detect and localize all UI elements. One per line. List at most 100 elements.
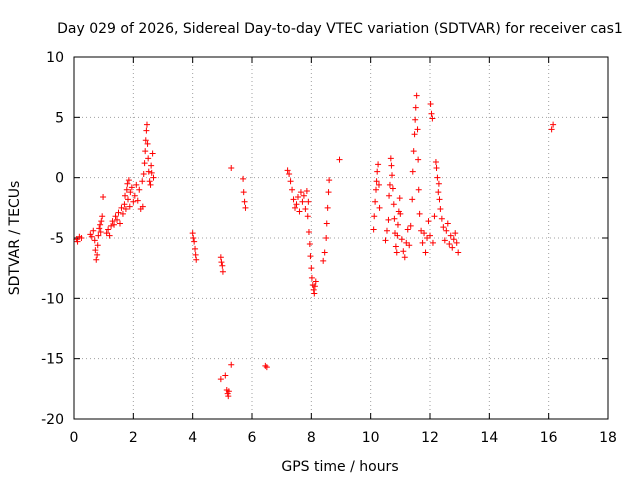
data-point (449, 244, 456, 251)
y-tick-label: 0 (55, 171, 64, 187)
data-point (123, 186, 130, 193)
data-point (286, 171, 293, 178)
data-point (376, 204, 383, 211)
data-point (290, 196, 297, 203)
data-point (550, 121, 557, 128)
data-point (94, 242, 101, 249)
data-point (191, 238, 198, 245)
data-point (134, 197, 141, 204)
data-point (435, 180, 442, 187)
data-point (139, 178, 146, 185)
data-point (93, 256, 100, 263)
data-point (145, 155, 152, 162)
data-point (310, 286, 317, 293)
data-point (306, 241, 313, 248)
data-point (385, 216, 392, 223)
data-point (389, 185, 396, 192)
data-point (287, 178, 294, 185)
y-tick-label: 10 (46, 50, 64, 66)
data-point (321, 249, 328, 256)
data-point (302, 206, 309, 213)
data-point (411, 131, 418, 138)
data-point (412, 116, 419, 123)
data-point (97, 228, 104, 235)
data-point (144, 140, 151, 147)
data-point (429, 239, 436, 246)
x-tick-label: 8 (307, 430, 316, 446)
data-point (114, 216, 121, 223)
x-tick-label: 14 (480, 430, 498, 446)
x-axis-label: GPS time / hours (281, 459, 398, 475)
data-point (435, 189, 442, 196)
data-point (242, 204, 249, 211)
data-point (128, 184, 135, 191)
data-point (112, 213, 119, 220)
data-point (263, 364, 270, 371)
data-point (118, 204, 125, 211)
data-point (447, 232, 454, 239)
data-point (383, 227, 390, 234)
data-point (370, 226, 377, 233)
data-point (228, 165, 235, 172)
data-point (390, 201, 397, 208)
data-point (111, 221, 118, 228)
data-point (374, 168, 381, 175)
data-point (289, 186, 296, 193)
data-point (431, 213, 438, 220)
y-tick-label: 5 (55, 110, 64, 126)
data-point (219, 268, 226, 275)
y-axis-label: SDTVAR / TECUs (7, 181, 23, 296)
data-point (108, 222, 115, 229)
data-point (443, 227, 450, 234)
data-point (293, 201, 300, 208)
x-tick-label: 2 (129, 430, 138, 446)
chart-title: Day 029 of 2026, Sidereal Day-to-day VTE… (57, 21, 623, 37)
data-point (400, 248, 407, 255)
x-tick-label: 10 (362, 430, 380, 446)
data-point (189, 230, 196, 237)
y-tick-labels: -20 -15 -10 -5 0 5 10 (41, 50, 64, 428)
data-point (453, 239, 460, 246)
data-point (217, 254, 224, 261)
data-point (422, 249, 429, 256)
data-point (396, 195, 403, 202)
data-point (433, 165, 440, 172)
data-point (305, 198, 312, 205)
data-point (131, 192, 138, 199)
data-point (218, 259, 225, 266)
data-point (444, 220, 451, 227)
data-point (373, 186, 380, 193)
data-point (78, 235, 85, 241)
data-point (217, 376, 224, 383)
data-point (124, 180, 131, 187)
data-point (429, 115, 436, 122)
data-point (311, 290, 318, 297)
data-point (450, 236, 457, 243)
data-point (143, 127, 150, 134)
data-point (425, 218, 432, 225)
data-point (130, 198, 137, 205)
data-point (150, 174, 157, 181)
data-point (452, 230, 459, 237)
plot-border (73, 56, 609, 420)
data-point (300, 192, 307, 199)
data-point (307, 253, 314, 260)
data-point (192, 251, 199, 258)
data-point (311, 283, 318, 290)
data-point (228, 361, 235, 368)
data-point (409, 196, 416, 203)
data-point (394, 221, 401, 228)
x-tick-label: 16 (540, 430, 558, 446)
data-point (140, 171, 147, 178)
data-point (297, 189, 304, 196)
data-point (304, 213, 311, 220)
data-point (397, 210, 404, 217)
y-tick-label: -10 (41, 291, 64, 307)
data-point (371, 213, 378, 220)
data-point (375, 161, 382, 168)
data-point (386, 181, 393, 188)
grid-lines (74, 57, 608, 419)
data-point (421, 230, 428, 237)
data-point (455, 249, 462, 256)
